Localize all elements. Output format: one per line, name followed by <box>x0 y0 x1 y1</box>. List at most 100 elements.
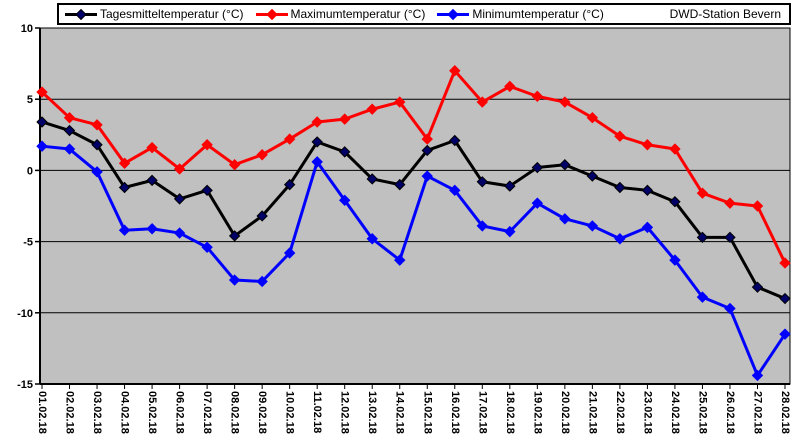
data-point-marker <box>696 231 709 244</box>
data-point-marker <box>476 176 489 188</box>
data-point-marker <box>779 292 791 305</box>
y-tick-label: -15 <box>17 379 33 391</box>
y-tick-label: -5 <box>23 237 33 249</box>
data-point-marker <box>283 133 296 145</box>
data-point-marker <box>476 220 489 232</box>
legend-item-maximumtemperatur: Maximumtemperatur (°C) <box>255 7 425 21</box>
plot-area <box>39 27 791 385</box>
data-point-marker <box>724 197 736 209</box>
data-point-marker <box>421 133 433 145</box>
data-point-marker <box>614 130 626 142</box>
data-point-marker <box>173 193 186 205</box>
x-tick-label: 09.02.18 <box>256 391 268 434</box>
x-tick-label: 16.02.18 <box>449 391 461 434</box>
legend: Tagesmitteltemperatur (°C) Maximumtemper… <box>57 3 791 25</box>
x-tick-label: 22.02.18 <box>614 391 626 434</box>
data-point-marker <box>449 134 461 147</box>
data-point-marker <box>641 184 654 197</box>
x-tick-label: 18.02.18 <box>504 391 516 434</box>
data-point-marker <box>724 302 736 315</box>
x-tick-label: 20.02.18 <box>559 391 571 434</box>
data-point-marker <box>641 139 654 151</box>
data-point-marker <box>559 158 571 171</box>
legend-label-tagesmitteltemperatur: Tagesmitteltemperatur (°C) <box>100 7 244 21</box>
data-point-marker <box>283 247 296 259</box>
y-tick-label: -10 <box>17 308 33 320</box>
data-point-marker <box>421 170 433 182</box>
data-point-marker <box>146 174 158 187</box>
data-point-marker <box>614 233 626 245</box>
x-tick-label: 15.02.18 <box>421 391 433 434</box>
data-point-marker <box>36 140 48 152</box>
data-point-marker <box>559 213 571 225</box>
data-point-marker <box>559 96 571 108</box>
data-point-marker <box>173 227 186 239</box>
data-point-marker <box>394 178 406 191</box>
x-tick-label: 08.02.18 <box>229 391 241 434</box>
x-tick-label: 17.02.18 <box>476 391 488 434</box>
data-point-marker <box>118 157 131 169</box>
data-point-marker <box>669 254 681 266</box>
series-line-0 <box>41 120 786 300</box>
data-point-marker <box>751 200 764 212</box>
y-tick-label: 10 <box>21 23 33 35</box>
x-tick-label: 06.02.18 <box>174 391 186 434</box>
x-tick-label: 01.02.18 <box>36 391 48 434</box>
data-point-marker <box>586 112 599 124</box>
data-point-marker <box>779 257 791 269</box>
data-point-marker <box>228 274 241 286</box>
x-tick-label: 28.02.18 <box>779 391 791 434</box>
data-point-marker <box>118 224 131 236</box>
x-tick-label: 23.02.18 <box>641 391 653 434</box>
data-point-marker <box>449 184 461 197</box>
data-point-marker <box>338 113 351 125</box>
y-tick-label: 5 <box>27 94 33 106</box>
x-tick-label: 04.02.18 <box>119 391 131 434</box>
data-point-marker <box>146 223 158 235</box>
data-point-marker <box>338 146 351 158</box>
legend-item-tagesmitteltemperatur: Tagesmitteltemperatur (°C) <box>65 7 244 21</box>
y-tick-label: 0 <box>27 165 33 177</box>
x-tick-label: 02.02.18 <box>64 391 76 434</box>
data-point-marker <box>256 210 268 222</box>
x-tick-label: 12.02.18 <box>339 391 351 434</box>
data-point-marker <box>531 90 544 103</box>
data-point-marker <box>146 141 158 154</box>
data-point-marker <box>63 124 76 137</box>
data-point-marker <box>669 143 681 155</box>
data-point-marker <box>586 170 599 182</box>
data-point-marker <box>366 103 378 115</box>
data-point-marker <box>586 220 599 232</box>
legend-item-minimumtemperatur: Minimumtemperatur (°C) <box>437 7 604 21</box>
x-tick-label: 26.02.18 <box>724 391 736 434</box>
data-point-marker <box>394 254 406 266</box>
data-point-marker <box>366 233 378 245</box>
line-diamond-marker-icon <box>65 8 97 20</box>
data-point-marker <box>696 291 709 303</box>
data-point-marker <box>751 369 764 382</box>
data-point-marker <box>669 196 681 208</box>
data-point-marker <box>91 166 103 178</box>
data-point-marker <box>256 275 268 288</box>
data-point-marker <box>36 116 48 128</box>
data-point-marker <box>449 65 461 77</box>
data-point-marker <box>36 86 48 98</box>
data-point-marker <box>476 96 489 108</box>
data-point-marker <box>779 328 791 340</box>
data-point-marker <box>504 180 516 192</box>
data-point-marker <box>118 181 131 194</box>
data-point-marker <box>63 143 76 155</box>
data-point-marker <box>614 181 626 194</box>
data-point-marker <box>63 112 76 124</box>
data-point-marker <box>256 149 268 161</box>
data-point-marker <box>311 116 323 128</box>
data-point-marker <box>504 80 516 93</box>
data-point-marker <box>696 187 709 199</box>
data-point-marker <box>311 156 323 168</box>
data-point-marker <box>724 231 736 244</box>
x-tick-label: 03.02.18 <box>91 391 103 434</box>
series-line-1 <box>40 69 787 264</box>
data-point-marker <box>531 197 544 209</box>
data-point-marker <box>394 96 406 108</box>
